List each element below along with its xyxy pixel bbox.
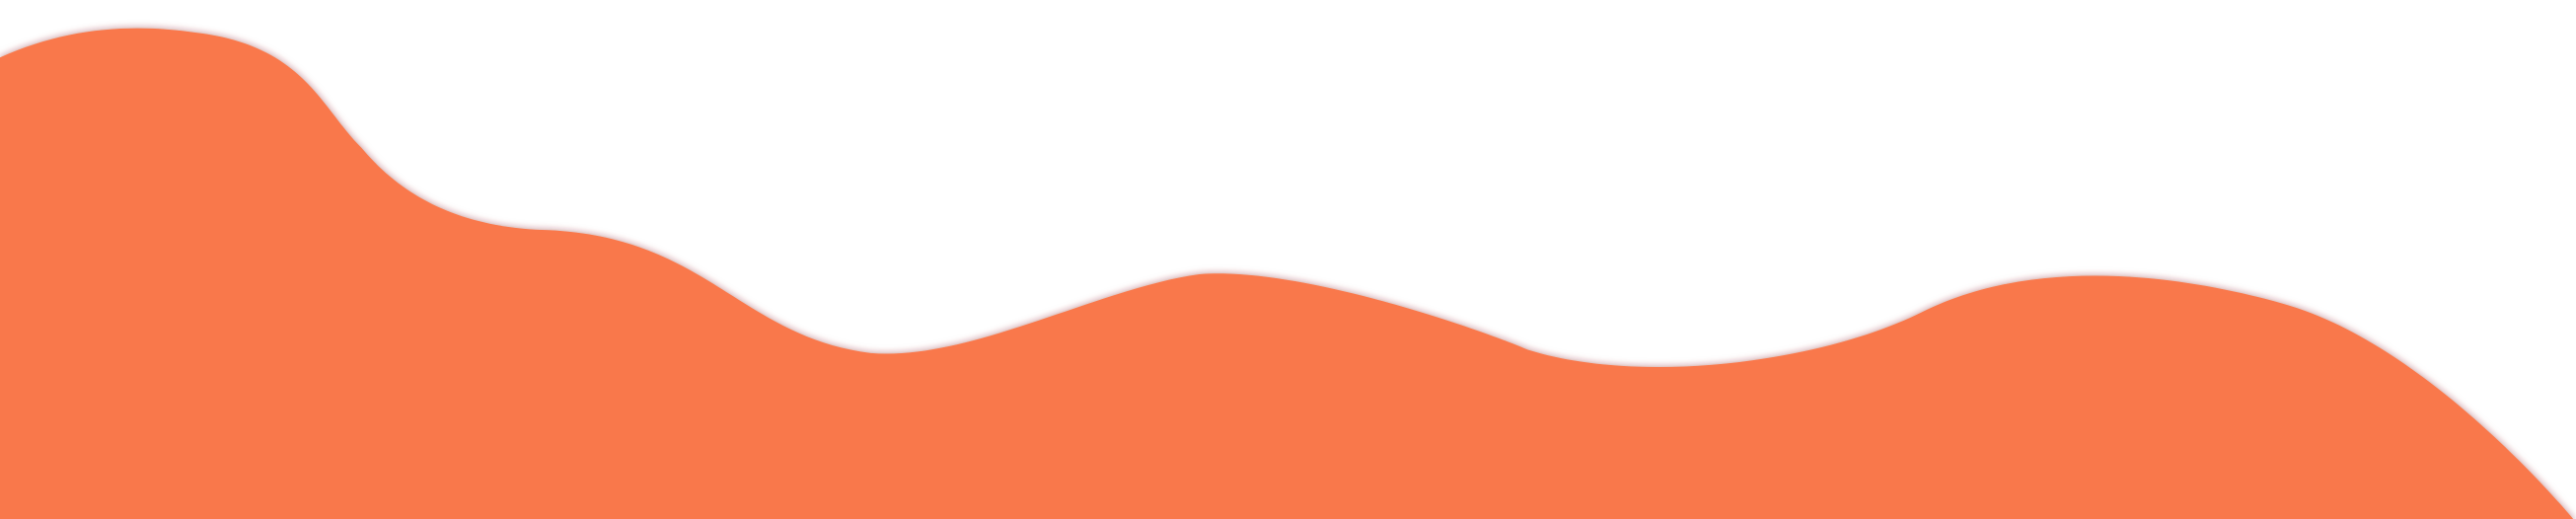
wave-shape (0, 28, 2574, 519)
